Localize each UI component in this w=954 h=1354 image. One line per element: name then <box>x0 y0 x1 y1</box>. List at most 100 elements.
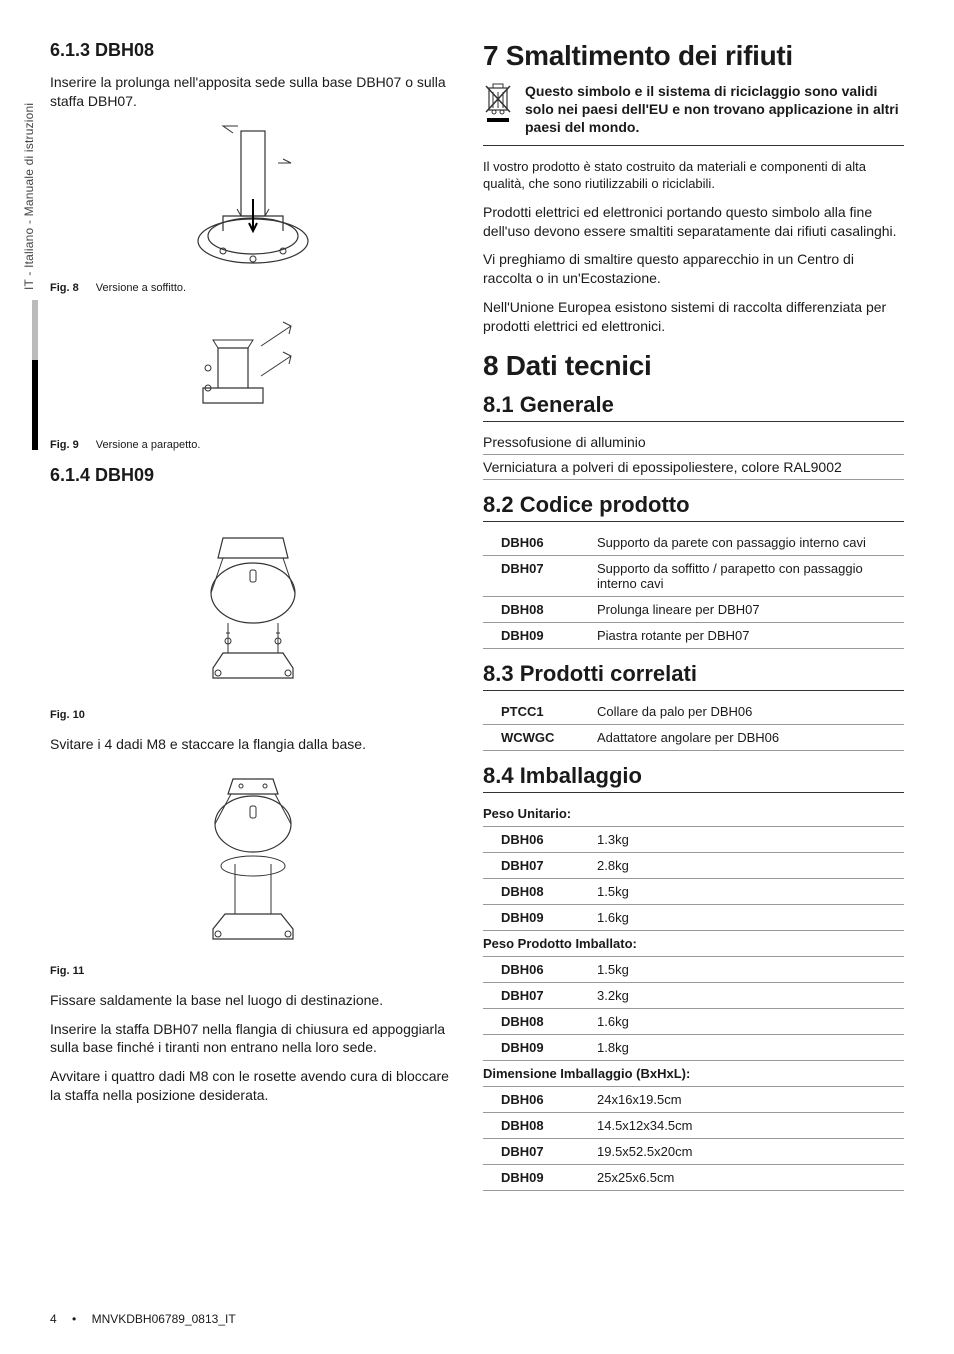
product-code: DBH08 <box>483 597 593 623</box>
table-row: DBH073.2kg <box>483 983 904 1009</box>
page-footer: 4 • MNVKDBH06789_0813_IT <box>50 1312 236 1326</box>
fig11-label: Fig. 11 <box>50 965 84 977</box>
table-row: DBH09Piastra rotante per DBH07 <box>483 623 904 649</box>
table-8-4: Peso Unitario:DBH061.3kgDBH072.8kgDBH081… <box>483 801 904 1191</box>
product-code: DBH08 <box>483 879 593 905</box>
product-code: DBH09 <box>483 623 593 649</box>
product-code: PTCC1 <box>483 699 593 725</box>
product-desc: 1.5kg <box>593 957 904 983</box>
table-header-row: Dimensione Imballaggio (BxHxL): <box>483 1061 904 1087</box>
text3-after-fig11: Avvitare i quattro dadi M8 con le rosett… <box>50 1067 455 1105</box>
product-code: DBH06 <box>483 530 593 556</box>
figure-11 <box>50 764 455 959</box>
text-after-fig10: Svitare i 4 dadi M8 e staccare la flangi… <box>50 735 455 754</box>
fig10-caption: Fig. 10 <box>50 709 455 721</box>
fig9-text: Versione a parapetto. <box>96 439 201 451</box>
fig8-caption: Fig. 8 Versione a soffitto. <box>50 282 455 294</box>
figure-8 <box>50 121 455 276</box>
sec81-line2: Verniciatura a polveri di epossipolieste… <box>483 455 904 480</box>
sec7-p4: Nell'Unione Europea esistono sistemi di … <box>483 298 904 336</box>
product-code: DBH07 <box>483 983 593 1009</box>
table-row: PTCC1Collare da palo per DBH06 <box>483 699 904 725</box>
text2-after-fig11: Inserire la staffa DBH07 nella flangia d… <box>50 1020 455 1058</box>
product-desc: 25x25x6.5cm <box>593 1165 904 1191</box>
figure-10 <box>50 498 455 703</box>
sec7-p1: Il vostro prodotto è stato costruito da … <box>483 158 904 193</box>
product-desc: 1.6kg <box>593 1009 904 1035</box>
table-row: WCWGCAdattatore angolare per DBH06 <box>483 725 904 751</box>
table-row: DBH0624x16x19.5cm <box>483 1087 904 1113</box>
side-vertical-label: IT - Italiano - Manuale di istruzioni <box>22 103 36 290</box>
product-code: DBH06 <box>483 1087 593 1113</box>
table-header-row: Peso Prodotto Imballato: <box>483 931 904 957</box>
table-row: DBH081.5kg <box>483 879 904 905</box>
table-row: DBH061.3kg <box>483 827 904 853</box>
text1-after-fig11: Fissare saldamente la base nel luogo di … <box>50 991 455 1010</box>
table-row: DBH081.6kg <box>483 1009 904 1035</box>
table-header-cell: Peso Prodotto Imballato: <box>483 931 904 957</box>
product-code: DBH07 <box>483 1139 593 1165</box>
product-code: DBH09 <box>483 1035 593 1061</box>
product-code: DBH09 <box>483 1165 593 1191</box>
product-desc: 1.5kg <box>593 879 904 905</box>
table-row: DBH0925x25x6.5cm <box>483 1165 904 1191</box>
page-number: 4 <box>50 1312 57 1326</box>
heading-6-1-4: 6.1.4 DBH09 <box>50 465 455 486</box>
product-code: DBH06 <box>483 957 593 983</box>
product-code: DBH06 <box>483 827 593 853</box>
product-desc: Adattatore angolare per DBH06 <box>593 725 904 751</box>
product-desc: Supporto da parete con passaggio interno… <box>593 530 904 556</box>
fig9-label: Fig. 9 <box>50 439 79 451</box>
footer-bullet: • <box>72 1312 76 1326</box>
product-desc: Supporto da soffitto / parapetto con pas… <box>593 556 904 597</box>
heading-6-1-3: 6.1.3 DBH08 <box>50 40 455 61</box>
doc-id: MNVKDBH06789_0813_IT <box>92 1312 236 1326</box>
product-desc: 3.2kg <box>593 983 904 1009</box>
product-desc: Piastra rotante per DBH07 <box>593 623 904 649</box>
fig11-caption: Fig. 11 <box>50 965 455 977</box>
product-desc: Collare da palo per DBH06 <box>593 699 904 725</box>
table-row: DBH072.8kg <box>483 853 904 879</box>
weee-note-text: Questo simbolo e il sistema di riciclagg… <box>525 82 904 137</box>
table-row: DBH08Prolunga lineare per DBH07 <box>483 597 904 623</box>
product-desc: 2.8kg <box>593 853 904 879</box>
product-code: DBH08 <box>483 1009 593 1035</box>
table-row: DBH091.6kg <box>483 905 904 931</box>
figure-9 <box>50 308 455 433</box>
table-header-cell: Peso Unitario: <box>483 801 904 827</box>
product-code: DBH07 <box>483 556 593 597</box>
product-desc: Prolunga lineare per DBH07 <box>593 597 904 623</box>
heading-8-2: 8.2 Codice prodotto <box>483 492 904 522</box>
product-code: WCWGC <box>483 725 593 751</box>
product-code: DBH08 <box>483 1113 593 1139</box>
fig10-label: Fig. 10 <box>50 709 85 721</box>
heading-8: 8 Dati tecnici <box>483 350 904 382</box>
sec7-p3: Vi preghiamo di smaltire questo apparecc… <box>483 250 904 288</box>
weee-icon <box>483 82 513 137</box>
fig9-caption: Fig. 9 Versione a parapetto. <box>50 439 455 451</box>
table-row: DBH06Supporto da parete con passaggio in… <box>483 530 904 556</box>
side-bar-black <box>32 360 38 450</box>
fig8-text: Versione a soffitto. <box>96 282 186 294</box>
table-row: DBH0719.5x52.5x20cm <box>483 1139 904 1165</box>
sec7-p2: Prodotti elettrici ed elettronici portan… <box>483 203 904 241</box>
product-desc: 19.5x52.5x20cm <box>593 1139 904 1165</box>
heading-8-3: 8.3 Prodotti correlati <box>483 661 904 691</box>
fig8-label: Fig. 8 <box>50 282 79 294</box>
table-row: DBH0814.5x12x34.5cm <box>483 1113 904 1139</box>
product-code: DBH07 <box>483 853 593 879</box>
product-desc: 1.8kg <box>593 1035 904 1061</box>
text-613-body: Inserire la prolunga nell'apposita sede … <box>50 73 455 111</box>
table-8-3: PTCC1Collare da palo per DBH06WCWGCAdatt… <box>483 699 904 751</box>
product-code: DBH09 <box>483 905 593 931</box>
product-desc: 1.6kg <box>593 905 904 931</box>
heading-7: 7 Smaltimento dei rifiuti <box>483 40 904 72</box>
table-row: DBH061.5kg <box>483 957 904 983</box>
weee-note-box: Questo simbolo e il sistema di riciclagg… <box>483 82 904 146</box>
product-desc: 14.5x12x34.5cm <box>593 1113 904 1139</box>
table-row: DBH091.8kg <box>483 1035 904 1061</box>
product-desc: 1.3kg <box>593 827 904 853</box>
table-row: DBH07Supporto da soffitto / parapetto co… <box>483 556 904 597</box>
heading-8-4: 8.4 Imballaggio <box>483 763 904 793</box>
product-desc: 24x16x19.5cm <box>593 1087 904 1113</box>
